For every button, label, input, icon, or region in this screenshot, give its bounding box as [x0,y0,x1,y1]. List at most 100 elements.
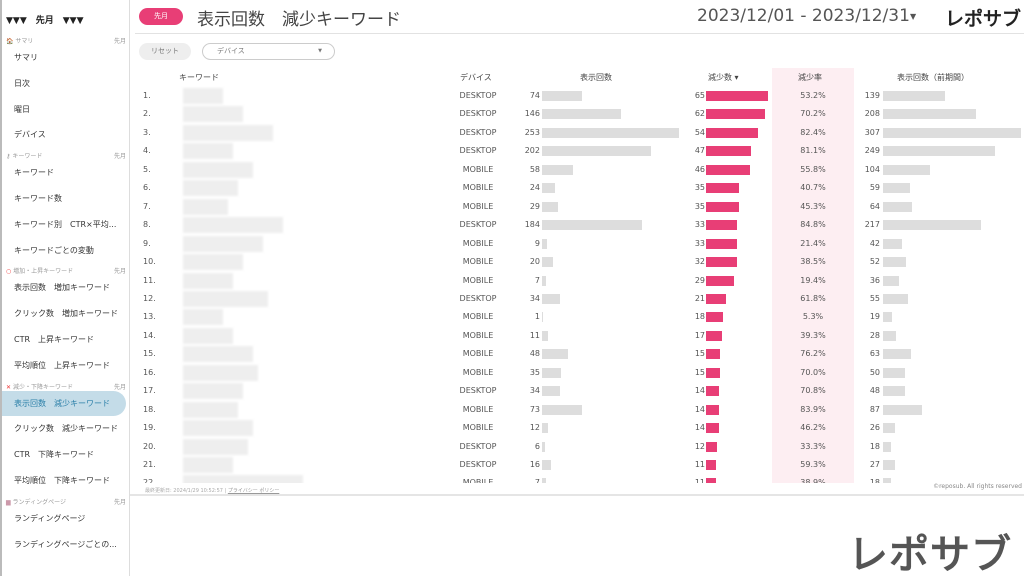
impressions-bar [542,183,555,194]
impressions-value: 73 [529,404,540,414]
sidebar-item[interactable]: CTR 上昇キーワード [14,335,95,344]
header-device[interactable]: デバイス [460,73,492,82]
table-row[interactable]: 22. MOBILE 7 11 38.9% 18 [130,474,1024,483]
prev-impressions-value: 59 [869,183,880,193]
table-row[interactable]: 9. MOBILE 9 33 21.4% 42 [130,235,1024,253]
prev-impressions-bar [883,238,902,249]
sidebar-item[interactable]: 日次 [14,78,30,88]
rate-value: 45.3% [800,201,826,211]
header-decrease[interactable]: 減少数 ▾ [708,73,739,82]
prev-impressions-value: 87 [869,404,880,414]
table-row[interactable]: 17. DESKTOP 34 14 70.8% 48 [130,382,1024,400]
row-number: 12. [143,293,156,303]
keyword-redacted [183,457,233,473]
prev-impressions-bar [883,312,892,323]
decrease-value: 32 [694,257,705,267]
table-row[interactable]: 10. MOBILE 20 32 38.5% 52 [130,253,1024,271]
header-rate[interactable]: 減少率 [798,73,822,82]
row-number: 4. [143,146,151,156]
rate-value: 70.0% [800,367,826,377]
sidebar-item[interactable]: サマリ [14,53,38,62]
device-cell: DESKTOP [459,441,497,451]
decrease-value: 62 [694,109,705,119]
sidebar-item[interactable]: 表示回数 減少キーワード [2,390,126,416]
header-keyword[interactable]: キーワード [179,73,219,82]
table-row[interactable]: 11. MOBILE 7 29 19.4% 36 [130,272,1024,290]
table-row[interactable]: 14. MOBILE 11 17 39.3% 28 [130,327,1024,345]
prev-impressions-value: 42 [869,238,880,248]
impressions-value: 1 [534,312,540,322]
table-row[interactable]: 7. MOBILE 29 35 45.3% 64 [130,198,1024,216]
sidebar-item[interactable]: 平均順位 下降キーワード [14,476,110,485]
table-row[interactable]: 12. DESKTOP 34 21 61.8% 55 [130,290,1024,308]
sidebar-item[interactable]: キーワード数 [14,194,62,203]
decrease-bar [706,91,768,101]
sidebar-section-header: ✕ 減少・下降キーワード 先月 [6,382,126,391]
prev-impressions-bar [883,423,895,434]
table-row[interactable]: 8. DESKTOP 184 33 84.8% 217 [130,216,1024,234]
sidebar-item[interactable]: クリック数 増加キーワード [14,309,118,319]
device-cell: DESKTOP [459,109,497,119]
section-period: 先月 [113,268,126,276]
device-cell: MOBILE [462,478,494,483]
house-icon: 🏠 [6,38,14,45]
date-range-picker[interactable]: 2023/12/01 - 2023/12/31 [697,6,910,26]
table-row[interactable]: 5. MOBILE 58 46 55.8% 104 [130,161,1024,179]
device-filter-select[interactable]: デバイス ▼ [202,43,335,60]
impressions-bar [542,330,548,341]
header-impressions[interactable]: 表示回数 [580,73,612,82]
sidebar-item[interactable]: CTR 下降キーワード [14,450,95,460]
impressions-bar [542,127,679,138]
decrease-bar [706,164,750,175]
sidebar-item[interactable]: ランディングページごとの... [14,539,117,549]
impressions-bar [542,478,546,483]
prev-impressions-value: 104 [864,164,880,174]
rate-value: 39.3% [800,330,826,340]
impressions-bar [542,312,543,323]
prev-impressions-value: 19 [869,312,880,322]
decrease-bar [706,201,740,212]
impressions-bar [542,146,652,157]
sidebar-item[interactable]: 曜日 [14,104,30,114]
chevron-down-icon[interactable]: ▼ [910,12,917,21]
rate-value: 46.2% [800,423,826,433]
rate-value: 33.3% [800,441,826,451]
decrease-bar [706,220,738,231]
reset-button[interactable]: リセット [139,43,191,60]
section-period: 先月 [113,153,126,161]
prev-impressions-value: 36 [869,275,880,285]
table-row[interactable]: 4. DESKTOP 202 47 81.1% 249 [130,142,1024,160]
decrease-value: 21 [694,293,705,303]
table-row[interactable]: 6. MOBILE 24 35 40.7% 59 [130,179,1024,197]
privacy-link[interactable]: プライバシー ポリシー [227,488,280,494]
table-row[interactable]: 15. MOBILE 48 15 76.2% 63 [130,345,1024,363]
sidebar-item[interactable]: キーワード [14,168,54,178]
table-row[interactable]: 20. DESKTOP 6 12 33.3% 18 [130,438,1024,456]
table-row[interactable]: 13. MOBILE 1 18 5.3% 19 [130,308,1024,326]
section-label: 増加・上昇キーワード [13,268,74,276]
sidebar-item[interactable]: キーワード別 CTR×平均... [14,219,117,229]
impressions-bar [542,220,642,231]
sidebar-item[interactable]: デバイス [14,130,46,140]
table-row[interactable]: 2. DESKTOP 146 62 70.2% 208 [130,105,1024,123]
circle-icon: ○ [6,268,12,276]
device-cell: DESKTOP [459,220,497,230]
cross-icon: ✕ [6,383,12,391]
sidebar-item[interactable]: 表示回数 増加キーワード [14,283,110,293]
sidebar-item[interactable]: ランディングページ [14,513,86,523]
sidebar-item[interactable]: キーワードごとの変動 [14,245,94,255]
impressions-value: 9 [534,238,540,248]
sidebar-item[interactable]: クリック数 減少キーワード [14,424,118,434]
table-row[interactable]: 19. MOBILE 12 14 46.2% 26 [130,419,1024,437]
table-row[interactable]: 1. DESKTOP 74 65 53.2% 139 [130,87,1024,105]
keyword-redacted [183,438,248,455]
header-prev-impressions[interactable]: 表示回数（前期間） [897,73,969,82]
table-row[interactable]: 3. DESKTOP 253 54 82.4% 307 [130,124,1024,142]
row-number: 2. [143,109,151,119]
impressions-value: 24 [529,183,540,193]
sidebar-item[interactable]: 平均順位 上昇キーワード [14,360,110,370]
table-row[interactable]: 16. MOBILE 35 15 70.0% 50 [130,364,1024,382]
period-selector[interactable]: ▼▼▼ 先月 ▼▼▼ [6,16,84,26]
table-row[interactable]: 21. DESKTOP 16 11 59.3% 27 [130,456,1024,474]
table-row[interactable]: 18. MOBILE 73 14 83.9% 87 [130,401,1024,419]
